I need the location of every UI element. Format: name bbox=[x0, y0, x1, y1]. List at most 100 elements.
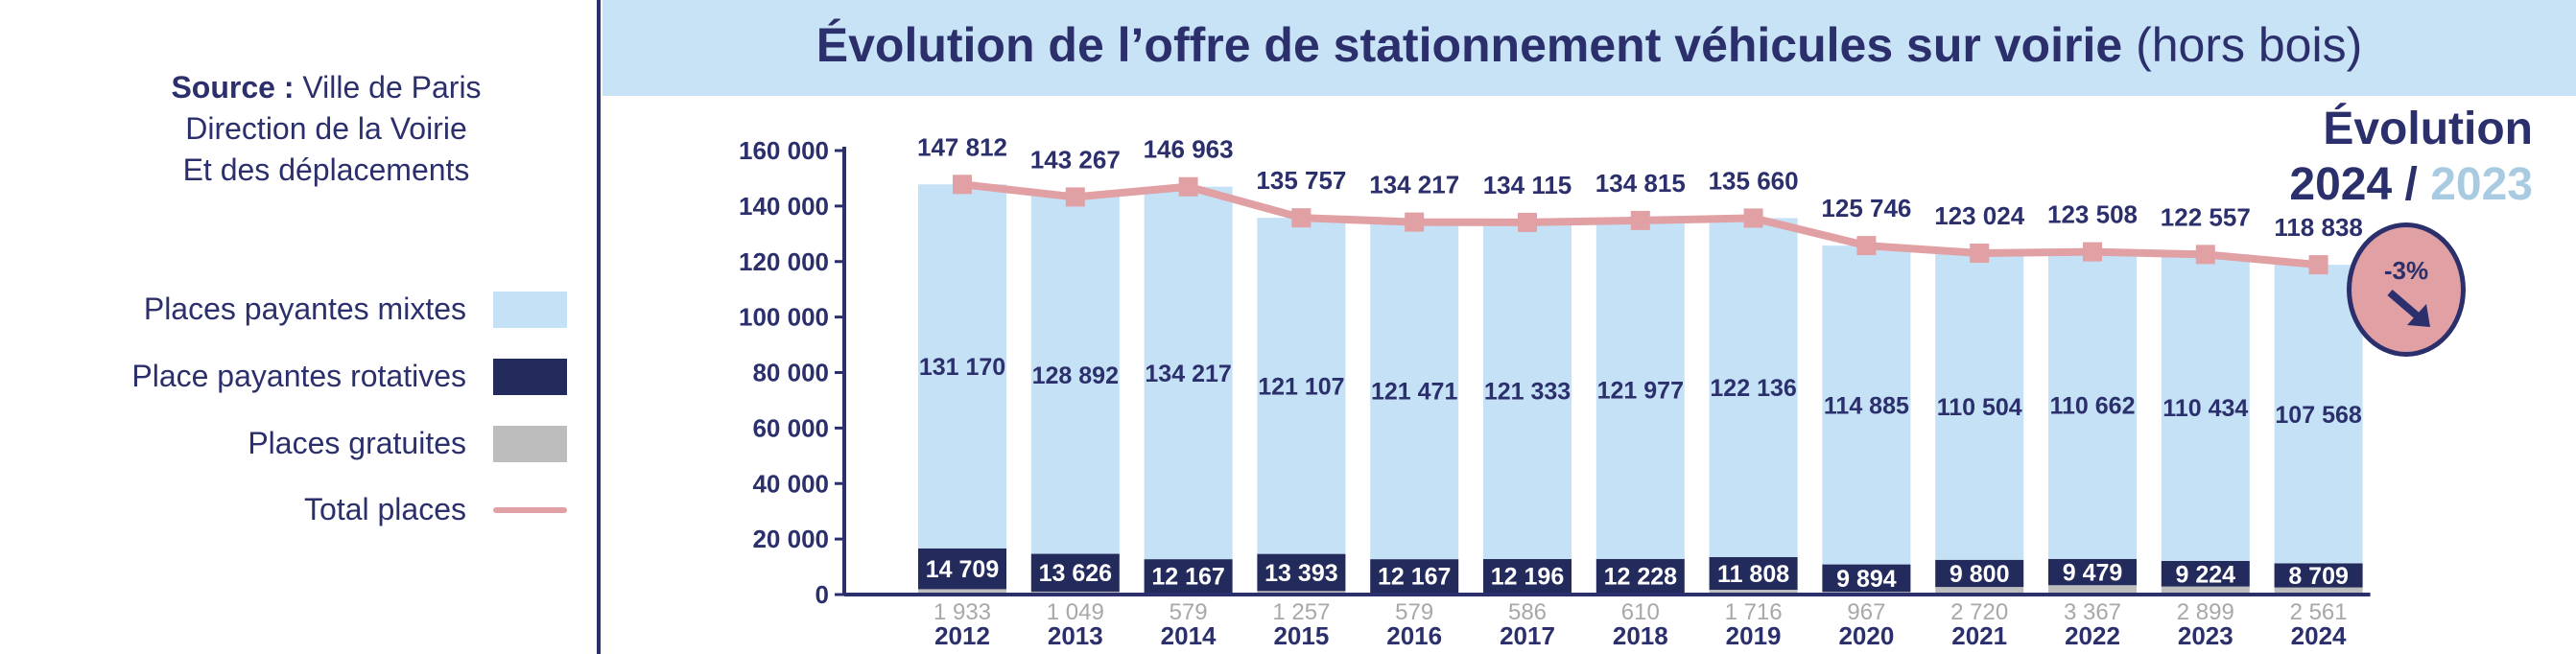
evolution-separator: / bbox=[2404, 159, 2418, 210]
data-label-rotatives: 12 167 bbox=[1378, 564, 1451, 591]
bar-segment-mixtes bbox=[1822, 245, 1911, 565]
total-marker bbox=[953, 175, 972, 195]
data-label-total: 123 024 bbox=[1934, 201, 2025, 230]
data-label-rotatives: 13 626 bbox=[1039, 560, 1112, 587]
legend-label: Total places bbox=[304, 492, 466, 526]
total-marker bbox=[2083, 242, 2102, 262]
data-label-mixtes: 110 504 bbox=[1937, 394, 2022, 421]
bar-segment-mixtes bbox=[2048, 251, 2137, 559]
bar-segment-mixtes bbox=[1483, 222, 1572, 560]
legend-item-rotatives: Place payantes rotatives bbox=[0, 357, 567, 395]
bar-segment-rotatives bbox=[1257, 553, 1346, 592]
x-tick-label: 2021 bbox=[1951, 621, 2007, 650]
evolution-year-current: 2024 bbox=[2289, 159, 2393, 210]
bar-segment-rotatives bbox=[2274, 563, 2363, 588]
bar-segment-rotatives bbox=[918, 548, 1006, 590]
arrow-down-right-icon bbox=[2387, 289, 2430, 327]
y-tick-label: 140 000 bbox=[739, 192, 829, 221]
y-tick-label: 20 000 bbox=[752, 525, 829, 553]
data-label-gratuites: 2 561 bbox=[2290, 599, 2348, 625]
bar-segment-rotatives bbox=[1483, 559, 1572, 594]
total-marker bbox=[1518, 212, 1537, 232]
data-label-total: 134 217 bbox=[1369, 171, 1459, 199]
data-label-total: 134 115 bbox=[1483, 171, 1572, 199]
data-label-gratuites: 967 bbox=[1847, 599, 1885, 625]
bar-segment-rotatives bbox=[1935, 559, 2024, 588]
data-label-rotatives: 12 167 bbox=[1151, 564, 1224, 591]
total-marker bbox=[1743, 208, 1763, 228]
x-tick-label: 2024 bbox=[2291, 621, 2347, 650]
legend-swatch bbox=[493, 426, 567, 462]
bar-segment-mixtes bbox=[1144, 186, 1233, 560]
bar-segment-rotatives bbox=[2048, 558, 2137, 586]
y-tick-label: 60 000 bbox=[752, 413, 829, 442]
x-tick-label: 2018 bbox=[1613, 621, 1668, 650]
bar-segment-gratuites bbox=[2274, 587, 2363, 595]
source-line: Direction de la Voirie bbox=[185, 111, 467, 146]
bar-segment-gratuites bbox=[1709, 590, 1798, 595]
divider bbox=[597, 0, 601, 654]
data-label-total: 135 660 bbox=[1709, 166, 1799, 195]
data-label-mixtes: 110 662 bbox=[2050, 393, 2136, 420]
data-label-rotatives: 13 393 bbox=[1264, 560, 1337, 587]
data-label-rotatives: 9 800 bbox=[1950, 561, 2010, 588]
legend-item-gratuites: Places gratuites bbox=[0, 424, 567, 462]
total-marker bbox=[1970, 243, 1990, 263]
data-label-total: 135 757 bbox=[1256, 166, 1346, 195]
stacked-bar-chart: 0 20 000 40 000 60 000 80 000 100 000 120 000 1… bbox=[739, 132, 2371, 650]
data-label-mixtes: 110 434 bbox=[2162, 395, 2248, 422]
bar-segment-rotatives bbox=[1595, 558, 1685, 594]
evolution-year-previous: 2023 bbox=[2430, 159, 2533, 210]
x-tick-label: 2013 bbox=[1048, 621, 1103, 650]
left-panel: Source : Ville de Paris Direction de la … bbox=[0, 0, 595, 654]
total-marker bbox=[1065, 187, 1085, 207]
bar-segment-rotatives bbox=[2161, 560, 2250, 587]
bar-segment-gratuites bbox=[2161, 586, 2250, 595]
data-label-rotatives: 12 196 bbox=[1491, 564, 1564, 591]
bar-segment-gratuites bbox=[2048, 585, 2137, 595]
data-label-total: 125 746 bbox=[1821, 194, 1911, 222]
data-label-total: 147 812 bbox=[917, 132, 1007, 161]
legend-label: Places gratuites bbox=[248, 426, 466, 460]
title-banner: Évolution de l’offre de stationnement vé… bbox=[603, 0, 2576, 96]
y-tick-label: 80 000 bbox=[752, 359, 829, 387]
bar-segment-gratuites bbox=[918, 589, 1006, 595]
legend-line-swatch bbox=[493, 507, 567, 513]
y-tick-label: 0 bbox=[815, 580, 829, 609]
bar-segment-rotatives bbox=[1709, 556, 1798, 591]
bar-segment-mixtes bbox=[1595, 220, 1685, 559]
data-label-gratuites: 579 bbox=[1170, 599, 1208, 625]
data-label-mixtes: 107 568 bbox=[2275, 402, 2361, 429]
bar-segment-mixtes bbox=[1370, 222, 1459, 560]
data-label-total: 143 267 bbox=[1030, 145, 1121, 174]
data-label-rotatives: 8 709 bbox=[2288, 563, 2349, 590]
bar-segment-mixtes bbox=[918, 184, 1006, 549]
data-label-gratuites: 1 933 bbox=[934, 599, 991, 625]
data-label-gratuites: 586 bbox=[1508, 599, 1547, 625]
data-label-gratuites: 2 720 bbox=[1950, 599, 2008, 625]
legend-label: Place payantes rotatives bbox=[131, 359, 466, 393]
bar-segment-rotatives bbox=[1144, 559, 1233, 594]
change-badge: -3% bbox=[2347, 222, 2466, 357]
data-label-mixtes: 131 170 bbox=[919, 354, 1005, 381]
chart-title: Évolution de l’offre de stationnement vé… bbox=[603, 17, 2576, 73]
data-label-total: 122 557 bbox=[2161, 202, 2251, 231]
data-label-gratuites: 3 367 bbox=[2064, 599, 2121, 625]
source-line: Ville de Paris bbox=[302, 70, 482, 105]
x-tick-label: 2020 bbox=[1838, 621, 1894, 650]
data-label-rotatives: 11 808 bbox=[1717, 561, 1789, 588]
evolution-label: Évolution bbox=[2323, 104, 2533, 154]
data-label-gratuites: 610 bbox=[1621, 599, 1660, 625]
total-marker bbox=[2195, 245, 2215, 265]
y-tick-label: 40 000 bbox=[752, 469, 829, 498]
data-label-rotatives: 9 224 bbox=[2176, 561, 2236, 588]
total-marker bbox=[1856, 236, 1877, 256]
title-suffix: (hors bois) bbox=[2136, 18, 2363, 72]
x-tick-label: 2015 bbox=[1273, 621, 1329, 650]
data-label-gratuites: 1 257 bbox=[1272, 599, 1330, 625]
source-label: Source : bbox=[171, 70, 295, 105]
bar-segment-mixtes bbox=[2161, 254, 2250, 561]
bar-segment-mixtes bbox=[1935, 252, 2024, 560]
data-label-gratuites: 2 899 bbox=[2177, 599, 2234, 625]
data-label-gratuites: 1 049 bbox=[1047, 599, 1104, 625]
